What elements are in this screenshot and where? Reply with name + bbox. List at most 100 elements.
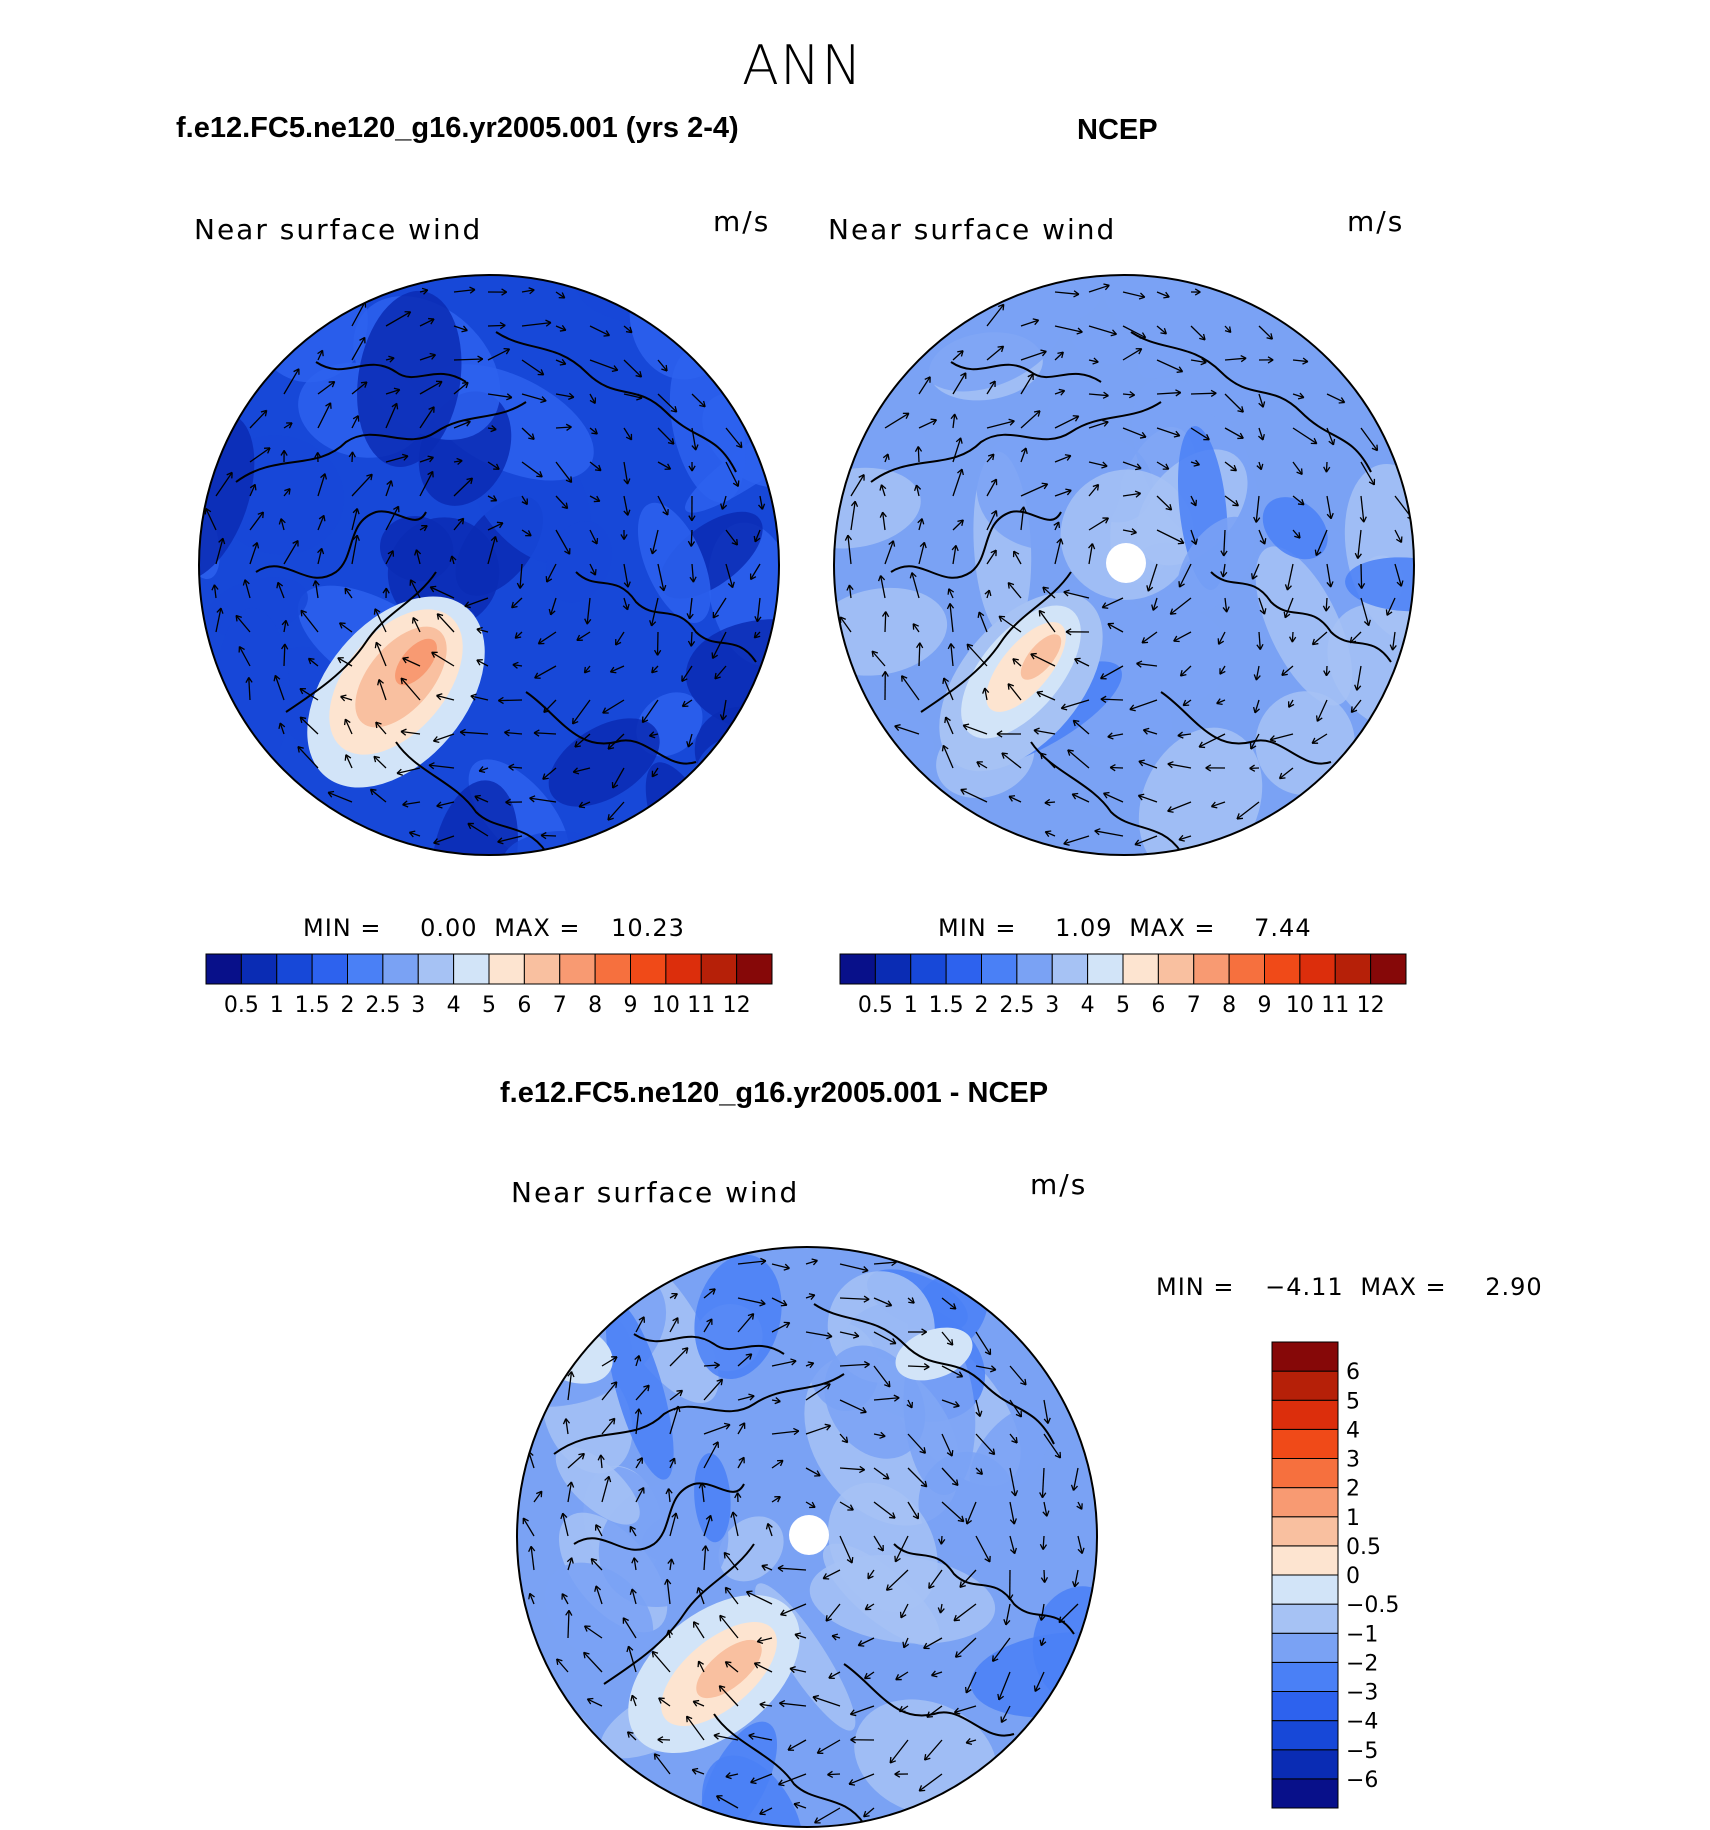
panel1-colorbar-swatch xyxy=(277,954,312,984)
panel3-colorbar-swatch xyxy=(1272,1342,1338,1371)
panel2-colorbar-tick-label: 5 xyxy=(1116,993,1130,1018)
panel3-colorbar-tick-label: 2 xyxy=(1346,1477,1360,1502)
panel3-colorbar-swatch xyxy=(1272,1662,1338,1691)
panel3-colorbar-tick-label: 4 xyxy=(1346,1418,1360,1443)
panel3-variable-label: Near surface wind xyxy=(511,1176,799,1209)
panel1-min-value: 0.00 xyxy=(420,914,477,942)
panel1-units-label: m/s xyxy=(713,205,770,238)
panel2-colorbar-tick-label: 8 xyxy=(1222,993,1236,1018)
panel1-colorbar-tick-label: 9 xyxy=(624,993,638,1018)
panel1-map-field-patch xyxy=(196,272,245,337)
panel3-colorbar-tick-label: 3 xyxy=(1346,1448,1360,1473)
panel3-polar-map xyxy=(514,1244,1100,1830)
panel2-colorbar-swatch xyxy=(1158,954,1193,984)
panel1-colorbar-swatch xyxy=(383,954,418,984)
panel3-colorbar-tick-label: 0 xyxy=(1346,1564,1360,1589)
panel1-colorbar-swatch xyxy=(631,954,666,984)
panel3-colorbar-tick-label: −2 xyxy=(1346,1651,1378,1676)
panel1-map-wind-vector xyxy=(498,700,522,701)
figure-title: ANN xyxy=(742,34,863,97)
panel2-colorbar-tick-label: 4 xyxy=(1081,993,1095,1018)
panel1-map-wind-vector xyxy=(284,644,285,666)
panel1-polar-map xyxy=(196,272,782,858)
panel2-colorbar-swatch xyxy=(1194,954,1229,984)
panel2-map-field-patch xyxy=(831,801,980,858)
panel1-colorbar-swatch xyxy=(418,954,453,984)
panel2-colorbar-swatch xyxy=(840,954,875,984)
panel1-min-label: MIN = xyxy=(303,914,381,942)
panel3-colorbar-swatch xyxy=(1272,1546,1338,1575)
panel3-colorbar-tick-label: −4 xyxy=(1346,1710,1378,1735)
panel3-colorbar-swatch xyxy=(1272,1692,1338,1721)
panel3-colorbar-swatch xyxy=(1272,1750,1338,1779)
panel2-colorbar-swatch xyxy=(1017,954,1052,984)
panel2-map-wind-vector xyxy=(918,446,919,462)
panel2-polar-map xyxy=(831,272,1417,858)
panel2-colorbar-swatch xyxy=(982,954,1017,984)
panel2-map-wind-vector xyxy=(1110,767,1123,768)
panel3-colorbar-swatch xyxy=(1272,1371,1338,1400)
panel1-map-wind-vector xyxy=(691,632,692,646)
panel2-map-field-patch xyxy=(1316,798,1417,858)
panel3-colorbar-tick-label: −0.5 xyxy=(1346,1593,1399,1618)
panel1-map-field-patch xyxy=(660,777,782,858)
panel1-map-wind-vector xyxy=(488,325,505,326)
panel1-colorbar-swatch xyxy=(701,954,736,984)
panel3-colorbar-swatch xyxy=(1272,1429,1338,1458)
bottom-panel-title: f.e12.FC5.ne120_g16.yr2005.001 - NCEP xyxy=(500,1077,1048,1110)
panel2-map-wind-vector xyxy=(1361,564,1362,589)
panel3-colorbar-tick-label: 1 xyxy=(1346,1506,1360,1531)
panel2-min-value: 1.09 xyxy=(1055,914,1112,942)
panel3-colorbar-tick-label: 5 xyxy=(1346,1389,1360,1414)
panel2-colorbar-tick-label: 2 xyxy=(975,993,989,1018)
panel1-colorbar-tick-label: 12 xyxy=(723,993,751,1018)
panel2-colorbar-tick-label: 3 xyxy=(1045,993,1059,1018)
panel2-colorbar-tick-label: 9 xyxy=(1258,993,1272,1018)
panel2-colorbar-swatch xyxy=(1088,954,1123,984)
panel1-map-wind-vector xyxy=(691,530,692,546)
panel3-colorbar-swatch xyxy=(1272,1517,1338,1546)
panel2-colorbar-swatch xyxy=(1265,954,1300,984)
panel2-colorbar-tick-label: 1.5 xyxy=(929,993,964,1018)
panel3-min-value: −4.11 xyxy=(1265,1273,1344,1301)
panel2-map-field-patch xyxy=(831,272,887,337)
panel2-colorbar-tick-label: 0.5 xyxy=(858,993,893,1018)
panel2-colorbar-tick-label: 10 xyxy=(1286,993,1314,1018)
panel2-colorbar-swatch xyxy=(1229,954,1264,984)
panel1-minmax: MIN = 0.00 MAX = 10.23 xyxy=(303,914,685,942)
panel3-minmax: MIN = −4.11 MAX = 2.90 xyxy=(1156,1273,1543,1301)
panel3-colorbar-swatch xyxy=(1272,1779,1338,1808)
panel1-colorbar-swatch xyxy=(312,954,347,984)
panel2-colorbar-tick-label: 2.5 xyxy=(999,993,1034,1018)
panel3-colorbar-tick-label: −5 xyxy=(1346,1739,1378,1764)
panel1-colorbar-tick-label: 1 xyxy=(270,993,284,1018)
panel2-colorbar-tick-label: 12 xyxy=(1357,993,1385,1018)
panel1-colorbar-swatch xyxy=(737,954,772,984)
panel1-colorbar-swatch xyxy=(241,954,276,984)
panel2-colorbar-swatch xyxy=(1300,954,1335,984)
panel2-map-wind-vector xyxy=(885,612,886,632)
panel1-colorbar-tick-label: 8 xyxy=(588,993,602,1018)
top-left-panel-title: f.e12.FC5.ne120_g16.yr2005.001 (yrs 2-4) xyxy=(176,112,739,145)
panel2-max-value: 7.44 xyxy=(1254,914,1311,942)
panel3-max-value: 2.90 xyxy=(1485,1273,1542,1301)
panel2-colorbar-tick-label: 1 xyxy=(904,993,918,1018)
panel1-map-field-patch xyxy=(196,272,260,388)
panel2-colorbar-tick-label: 6 xyxy=(1151,993,1165,1018)
panel1-colorbar-tick-label: 2 xyxy=(341,993,355,1018)
top-right-panel-title: NCEP xyxy=(1077,114,1158,147)
panel3-units-label: m/s xyxy=(1030,1168,1087,1201)
panel3-max-label: MAX = xyxy=(1360,1273,1446,1301)
panel3-colorbar-tick-label: −3 xyxy=(1346,1681,1378,1706)
panel1-colorbar-tick-label: 7 xyxy=(553,993,567,1018)
panel3-colorbar-swatch xyxy=(1272,1400,1338,1429)
panel2-colorbar-swatch xyxy=(875,954,910,984)
panel2-map-wind-vector xyxy=(919,643,920,666)
panel1-colorbar-swatch xyxy=(454,954,489,984)
panel3-colorbar-tick-label: −6 xyxy=(1346,1768,1378,1793)
panel1-colorbar-tick-label: 3 xyxy=(411,993,425,1018)
panel1-colorbar-tick-label: 0.5 xyxy=(224,993,259,1018)
panel2-colorbar-tick-label: 11 xyxy=(1321,993,1349,1018)
panel2-colorbar-swatch xyxy=(1052,954,1087,984)
